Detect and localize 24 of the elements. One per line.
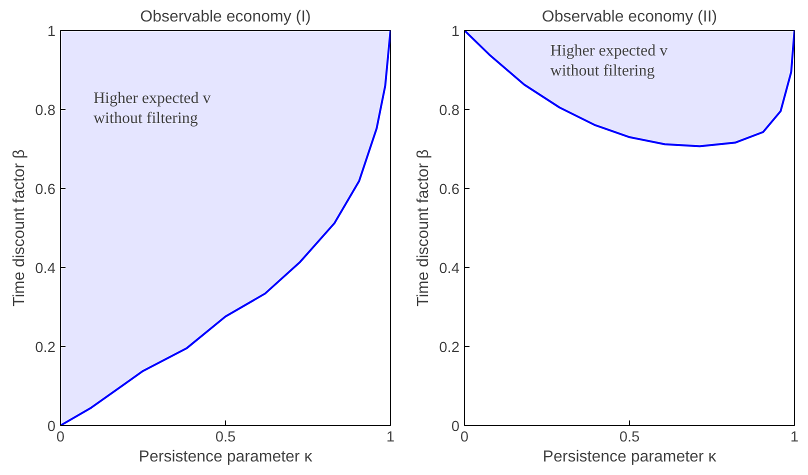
y-tick-label: 0.2 bbox=[35, 340, 56, 356]
annotation: Higher expected v without filtering bbox=[94, 90, 211, 128]
chart-title: Observable economy (II) bbox=[542, 8, 718, 26]
y-tick-label: 1 bbox=[451, 24, 460, 40]
x-tick-label: 1 bbox=[386, 430, 395, 446]
y-tick-label: 0.4 bbox=[35, 261, 56, 277]
y-axis-title: Time discount factor β bbox=[11, 149, 28, 307]
y-tick-label: 0.6 bbox=[439, 182, 460, 198]
y-tick-label: 0.2 bbox=[439, 340, 460, 356]
x-axis-title: Persistence parameter κ bbox=[138, 448, 314, 466]
x-tick-label: 1 bbox=[790, 430, 799, 446]
y-tick-label: 0.8 bbox=[439, 103, 460, 119]
y-tick-label: 1 bbox=[47, 24, 56, 40]
x-tick-label: 0.5 bbox=[215, 430, 236, 446]
y-tick-label: 0.6 bbox=[35, 182, 56, 198]
x-axis-title: Persistence parameter κ bbox=[542, 448, 718, 466]
y-tick-label: 0.8 bbox=[35, 103, 56, 119]
y-tick-label: 0 bbox=[47, 419, 56, 435]
y-tick-label: 0 bbox=[451, 419, 460, 435]
x-tick-label: 0.5 bbox=[619, 430, 640, 446]
annotation: Higher expected v without filtering bbox=[550, 42, 668, 80]
y-tick-label: 0.4 bbox=[439, 261, 460, 277]
chart-title: Observable economy (I) bbox=[140, 8, 311, 26]
y-axis-title: Time discount factor β bbox=[415, 149, 432, 307]
